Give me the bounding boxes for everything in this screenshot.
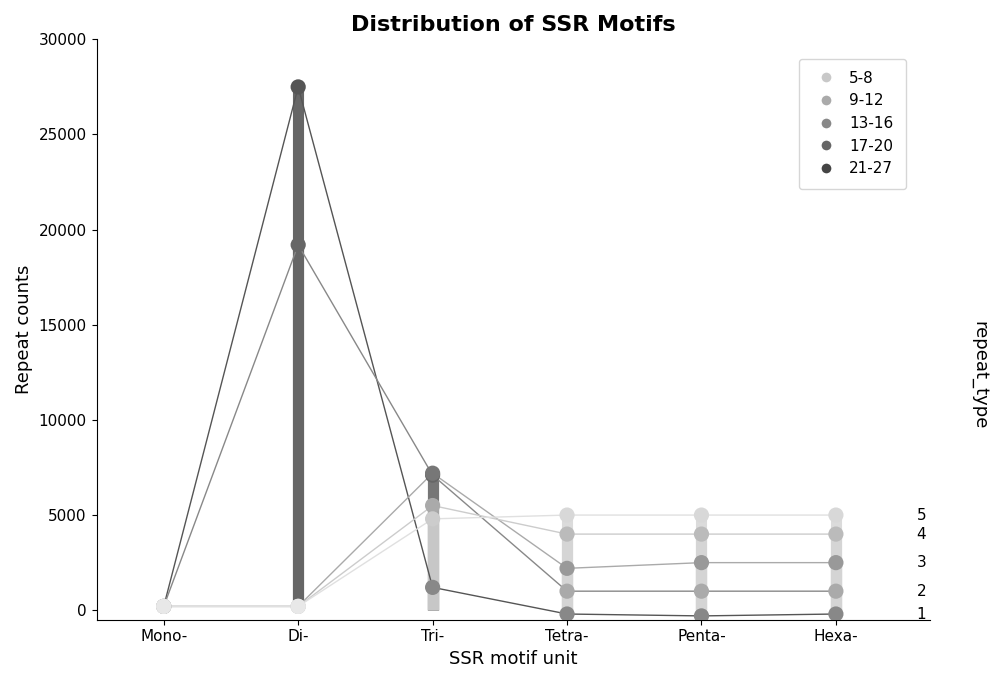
Text: 3: 3 <box>917 555 926 570</box>
Point <box>425 470 441 481</box>
Legend: 5-8, 9-12, 13-16, 17-20, 21-27: 5-8, 9-12, 13-16, 17-20, 21-27 <box>799 59 906 189</box>
Point <box>425 514 441 525</box>
Y-axis label: Repeat counts: Repeat counts <box>15 265 33 394</box>
Point <box>559 609 575 619</box>
Point <box>559 586 575 597</box>
Point <box>156 601 172 612</box>
Point <box>828 557 844 568</box>
Point <box>693 529 709 540</box>
Text: repeat_type: repeat_type <box>970 322 988 430</box>
Text: 1: 1 <box>917 607 926 622</box>
Point <box>828 609 844 619</box>
Point <box>425 468 441 479</box>
Point <box>693 586 709 597</box>
Point <box>290 601 306 612</box>
X-axis label: SSR motif unit: SSR motif unit <box>449 650 578 668</box>
Point <box>693 611 709 622</box>
Point <box>156 601 172 612</box>
Title: Distribution of SSR Motifs: Distribution of SSR Motifs <box>351 15 676 35</box>
Point <box>559 563 575 574</box>
Point <box>290 239 306 250</box>
Point <box>559 529 575 540</box>
Text: 5: 5 <box>917 507 926 522</box>
Point <box>693 557 709 568</box>
Point <box>828 529 844 540</box>
Point <box>828 586 844 597</box>
Point <box>425 500 441 511</box>
Point <box>425 582 441 593</box>
Text: 4: 4 <box>917 527 926 542</box>
Point <box>156 601 172 612</box>
Point <box>559 510 575 520</box>
Point <box>693 510 709 520</box>
Point <box>290 601 306 612</box>
Point <box>156 601 172 612</box>
Point <box>828 510 844 520</box>
Text: 2: 2 <box>917 584 926 599</box>
Point <box>290 81 306 92</box>
Point <box>290 601 306 612</box>
Point <box>156 601 172 612</box>
